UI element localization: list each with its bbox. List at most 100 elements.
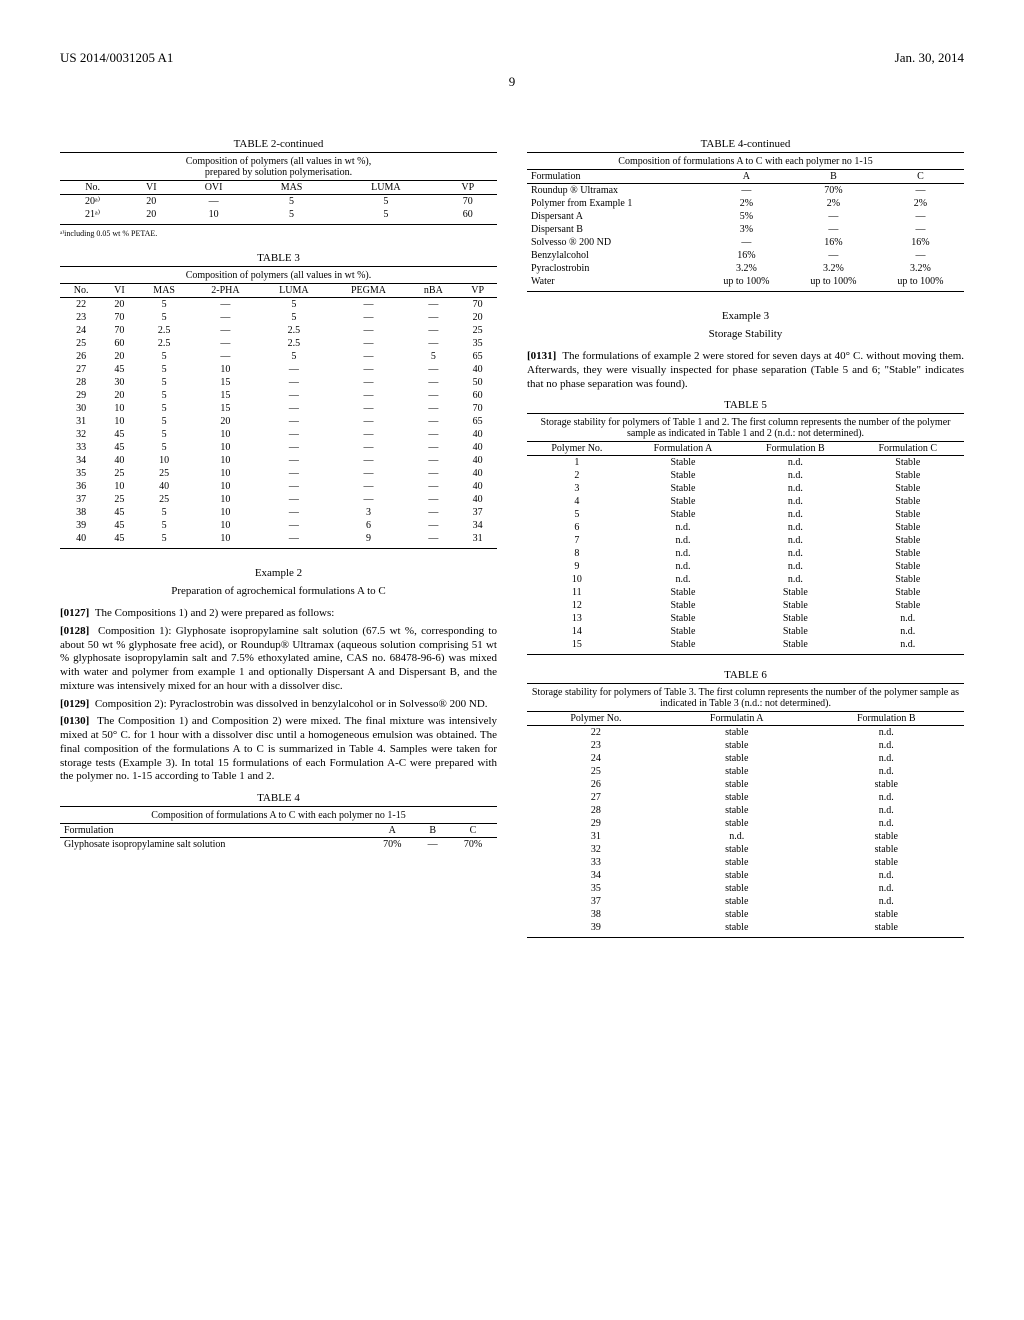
table-row: Polymer from Example 12%2%2% bbox=[527, 197, 964, 210]
table-row: 25602.5—2.5——35 bbox=[60, 337, 497, 350]
table-header: VI bbox=[125, 181, 177, 195]
table-header: 2-PHA bbox=[192, 284, 259, 298]
table-row: 22205—5——70 bbox=[60, 298, 497, 312]
table-3: TABLE 3 Composition of polymers (all val… bbox=[60, 252, 497, 549]
example3-subtitle: Storage Stability bbox=[527, 328, 964, 340]
table-row: 35stablen.d. bbox=[527, 882, 964, 895]
table-row: 3010515———70 bbox=[60, 402, 497, 415]
table-row: 3110520———65 bbox=[60, 415, 497, 428]
table-row: Pyraclostrobin3.2%3.2%3.2% bbox=[527, 262, 964, 275]
table-row: 34401010———40 bbox=[60, 454, 497, 467]
table-header: VP bbox=[439, 181, 498, 195]
table-6: TABLE 6 Storage stability for polymers o… bbox=[527, 669, 964, 938]
table-row: 24stablen.d. bbox=[527, 752, 964, 765]
table-row: 36104010———40 bbox=[60, 480, 497, 493]
table-row: 34stablen.d. bbox=[527, 869, 964, 882]
table-row: 8n.d.n.d.Stable bbox=[527, 547, 964, 560]
table-row: 27stablen.d. bbox=[527, 791, 964, 804]
table6-title: TABLE 6 bbox=[527, 669, 964, 681]
table-header: Formulatin A bbox=[665, 712, 809, 726]
table-row: 5Stablen.d.Stable bbox=[527, 508, 964, 521]
table-row: 3Stablen.d.Stable bbox=[527, 482, 964, 495]
table-header: C bbox=[449, 824, 497, 838]
table5-title: TABLE 5 bbox=[527, 399, 964, 411]
table-header: B bbox=[416, 824, 449, 838]
table-row: 3345510———40 bbox=[60, 441, 497, 454]
table-row: 28stablen.d. bbox=[527, 804, 964, 817]
table-header: MAS bbox=[250, 181, 333, 195]
table4-title: TABLE 4 bbox=[60, 792, 497, 804]
publication-number: US 2014/0031205 A1 bbox=[60, 50, 173, 66]
table-header: VP bbox=[458, 284, 497, 298]
table-row: 26stablestable bbox=[527, 778, 964, 791]
table-row: 33stablestable bbox=[527, 856, 964, 869]
table-row: 10n.d.n.d.Stable bbox=[527, 573, 964, 586]
para-0128: [0128] Composition 1): Glyphosate isopro… bbox=[60, 625, 497, 694]
table4b-caption: Composition of formulations A to C with … bbox=[527, 156, 964, 170]
table-row: 39stablestable bbox=[527, 921, 964, 934]
example2-subtitle: Preparation of agrochemical formulations… bbox=[60, 585, 497, 597]
table-4: TABLE 4 Composition of formulations A to… bbox=[60, 792, 497, 851]
table-header: nBA bbox=[408, 284, 458, 298]
table-row: 2830515———50 bbox=[60, 376, 497, 389]
example2-title: Example 2 bbox=[60, 567, 497, 579]
table-5: TABLE 5 Storage stability for polymers o… bbox=[527, 399, 964, 655]
table-row: 38stablestable bbox=[527, 908, 964, 921]
table-header: No. bbox=[60, 284, 102, 298]
table-header: LUMA bbox=[259, 284, 328, 298]
table-row: Glyphosate isopropylamine salt solution7… bbox=[60, 838, 497, 852]
table-header: OVI bbox=[177, 181, 249, 195]
table3-title: TABLE 3 bbox=[60, 252, 497, 264]
table-row: 22stablen.d. bbox=[527, 726, 964, 740]
table-row: 13StableStablen.d. bbox=[527, 612, 964, 625]
table-header: PEGMA bbox=[329, 284, 409, 298]
table-row: 37252510———40 bbox=[60, 493, 497, 506]
table-row: Waterup to 100%up to 100%up to 100% bbox=[527, 275, 964, 288]
table-header: Formulation B bbox=[809, 712, 964, 726]
table-header: VI bbox=[102, 284, 136, 298]
table-row: 4Stablen.d.Stable bbox=[527, 495, 964, 508]
table-header: C bbox=[877, 170, 964, 184]
table-row: 3245510———40 bbox=[60, 428, 497, 441]
table2-caption: Composition of polymers (all values in w… bbox=[60, 156, 497, 181]
table-header: Polymer No. bbox=[527, 712, 665, 726]
table-row: 14StableStablen.d. bbox=[527, 625, 964, 638]
table-row: 23705—5——20 bbox=[60, 311, 497, 324]
table2-title: TABLE 2-continued bbox=[60, 138, 497, 150]
table-row: 3945510—6—34 bbox=[60, 519, 497, 532]
table-header: Polymer No. bbox=[527, 442, 627, 456]
table-row: 26205—5—565 bbox=[60, 350, 497, 363]
page-number: 9 bbox=[60, 74, 964, 90]
table-row: 15StableStablen.d. bbox=[527, 638, 964, 651]
table-row: 2745510———40 bbox=[60, 363, 497, 376]
table-header: No. bbox=[60, 181, 125, 195]
table-header: B bbox=[790, 170, 877, 184]
table-row: 23stablen.d. bbox=[527, 739, 964, 752]
table-row: 20ᵃ⁾20—5570 bbox=[60, 195, 497, 209]
table-row: 12StableStableStable bbox=[527, 599, 964, 612]
publication-date: Jan. 30, 2014 bbox=[895, 50, 964, 66]
example3-title: Example 3 bbox=[527, 310, 964, 322]
para-0130: [0130] The Composition 1) and Compositio… bbox=[60, 715, 497, 784]
table-row: 1Stablen.d.Stable bbox=[527, 456, 964, 470]
table-header: LUMA bbox=[333, 181, 438, 195]
table-row: 21ᵃ⁾20105560 bbox=[60, 208, 497, 221]
table-row: Benzylalcohol16%—— bbox=[527, 249, 964, 262]
table-row: Roundup ® Ultramax—70%— bbox=[527, 184, 964, 198]
table-row: 35252510———40 bbox=[60, 467, 497, 480]
table-header: Formulation B bbox=[739, 442, 851, 456]
table-row: 3845510—3—37 bbox=[60, 506, 497, 519]
table-2-continued: TABLE 2-continued Composition of polymer… bbox=[60, 138, 497, 238]
table-row: 9n.d.n.d.Stable bbox=[527, 560, 964, 573]
table-row: 2920515———60 bbox=[60, 389, 497, 402]
table-row: 2Stablen.d.Stable bbox=[527, 469, 964, 482]
table-row: 25stablen.d. bbox=[527, 765, 964, 778]
table-row: 4045510—9—31 bbox=[60, 532, 497, 545]
table-header: Formulation bbox=[60, 824, 368, 838]
table-4-continued: TABLE 4-continued Composition of formula… bbox=[527, 138, 964, 292]
table-header: Formulation C bbox=[852, 442, 964, 456]
table-row: Dispersant A5%—— bbox=[527, 210, 964, 223]
para-0131: [0131] The formulations of example 2 wer… bbox=[527, 350, 964, 391]
table-row: 31n.d.stable bbox=[527, 830, 964, 843]
para-0129: [0129] Composition 2): Pyraclostrobin wa… bbox=[60, 698, 497, 712]
